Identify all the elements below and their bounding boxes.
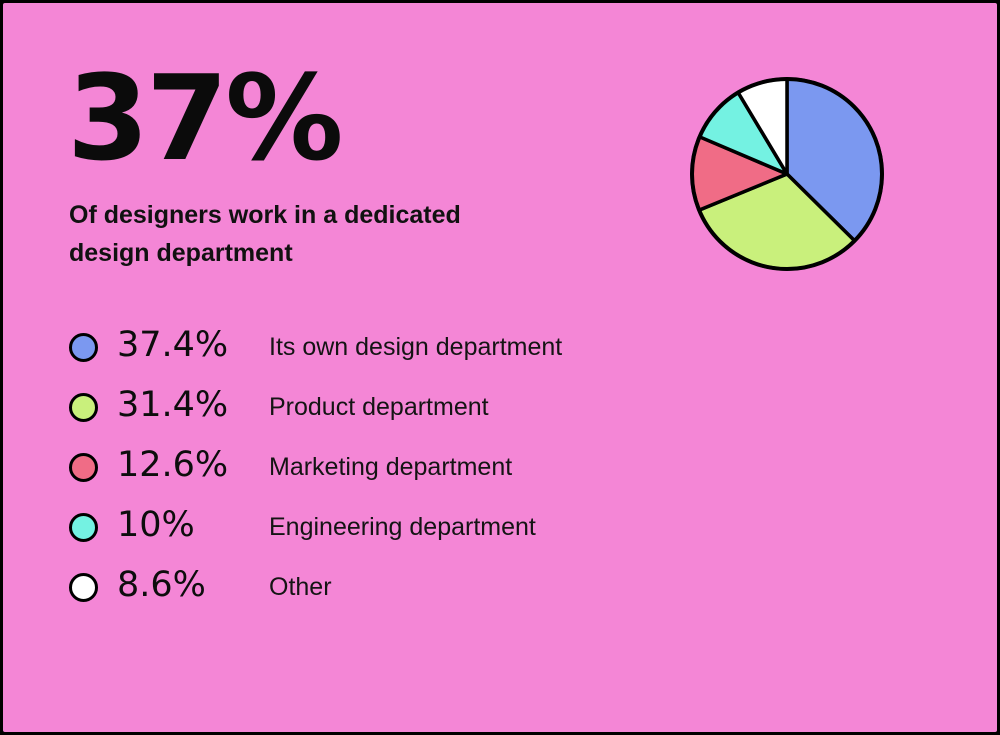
legend-value: 8.6% — [117, 565, 206, 605]
legend-label: Engineering department — [269, 513, 536, 541]
legend-label: Its own design department — [269, 333, 563, 361]
legend-value: 12.6% — [117, 445, 229, 485]
headline-stat: 37% — [67, 49, 343, 187]
legend-marker — [69, 453, 98, 482]
legend-label: Other — [269, 573, 332, 601]
legend-marker — [69, 333, 98, 362]
legend-value: 31.4% — [117, 385, 229, 425]
pie-chart — [690, 77, 884, 271]
legend-marker — [69, 513, 98, 542]
legend-value: 37.4% — [117, 325, 229, 365]
pie-outline — [690, 77, 884, 271]
legend-label: Marketing department — [269, 453, 513, 481]
legend-label: Product department — [269, 393, 489, 421]
legend-marker — [69, 573, 98, 602]
legend-marker — [69, 393, 98, 422]
stat-card: 37% Of designers work in a dedicated des… — [3, 3, 997, 732]
headline-subtitle: Of designers work in a dedicated design … — [69, 201, 461, 267]
legend-value: 10% — [117, 505, 195, 545]
